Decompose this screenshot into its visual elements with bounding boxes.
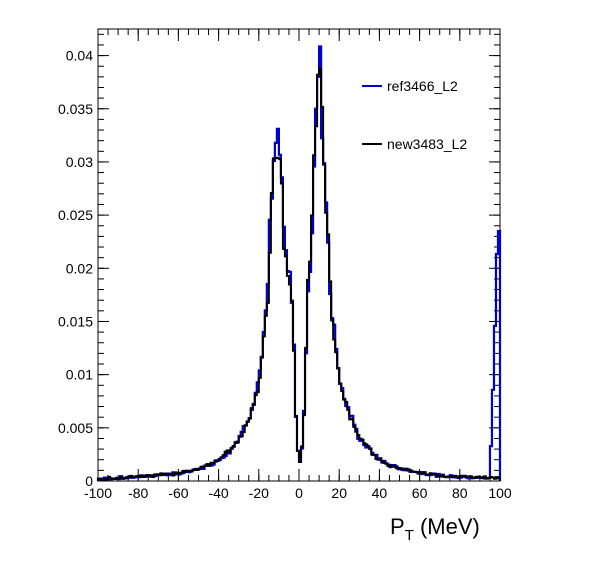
y-tick-label: 0.03 — [66, 154, 93, 170]
x-tick-label: 80 — [452, 485, 468, 501]
x-tick-label: -60 — [168, 485, 188, 501]
plot-frame — [97, 28, 501, 482]
y-tick-label: 0.025 — [58, 207, 93, 223]
y-tick-label: 0.015 — [58, 313, 93, 329]
x-axis-title: PT (MeV) — [390, 514, 480, 544]
legend-label-2: new3483_L2 — [387, 136, 467, 152]
x-tick-label: -80 — [128, 485, 148, 501]
y-tick-label: 0 — [85, 473, 93, 489]
x-tick-label: 60 — [412, 485, 428, 501]
y-tick-label: 0.005 — [58, 420, 93, 436]
x-tick-label: 0 — [295, 485, 303, 501]
x-tick-label: -40 — [208, 485, 228, 501]
x-tick-label: 40 — [372, 485, 388, 501]
x-tick-label: -20 — [249, 485, 269, 501]
y-tick-label: 0.02 — [66, 260, 93, 276]
series-layer — [96, 45, 502, 481]
legend: ref3466_L2 new3483_L2 — [362, 78, 467, 152]
x-tick-label: 20 — [331, 485, 347, 501]
legend-label-1: ref3466_L2 — [387, 78, 458, 94]
histogram-series-1 — [96, 45, 502, 481]
y-axis: 0 0.005 0.01 0.015 0.02 0.025 0.03 0.035 0.04 — [58, 33, 500, 489]
y-tick-label: 0.035 — [58, 101, 93, 117]
x-tick-label: 100 — [488, 485, 512, 501]
y-tick-label: 0.04 — [66, 48, 93, 64]
histogram-series-2 — [97, 67, 501, 481]
x-axis: -100 -80 -60 -40 -20 0 20 40 60 80 100 — [84, 29, 512, 501]
y-tick-label: 0.01 — [66, 367, 93, 383]
x-tick-label: -100 — [84, 485, 112, 501]
